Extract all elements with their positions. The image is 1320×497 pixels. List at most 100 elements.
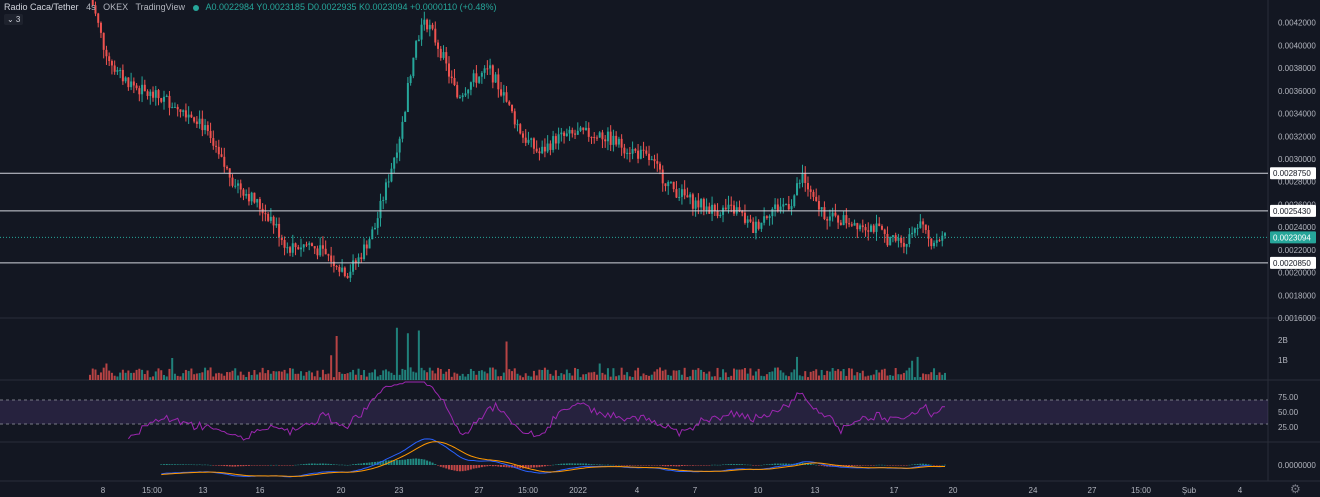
macd-histogram-bar <box>741 464 744 465</box>
candle <box>897 237 900 241</box>
macd-histogram-bar <box>872 465 875 466</box>
candle <box>127 77 130 88</box>
candle <box>927 230 930 239</box>
volume-bar <box>305 372 308 380</box>
macd-histogram-bar <box>502 465 505 468</box>
gear-icon[interactable]: ⚙ <box>1290 482 1301 496</box>
macd-line <box>161 438 946 478</box>
time-axis-label: 20 <box>949 486 958 495</box>
candle <box>300 247 303 250</box>
volume-bar <box>195 373 198 380</box>
volume-bar <box>352 369 355 380</box>
time-axis-label: 27 <box>1088 486 1097 495</box>
time-axis-label: 20 <box>337 486 346 495</box>
candle <box>576 130 579 135</box>
macd-histogram-bar <box>763 464 766 466</box>
candle <box>223 156 226 167</box>
volume-bar <box>889 375 892 380</box>
volume-bar <box>253 370 256 380</box>
candle <box>626 152 629 154</box>
volume-bar <box>820 369 823 380</box>
price-tick-label: 0.0022000 <box>1278 246 1316 255</box>
volume-bar <box>689 376 692 380</box>
volume-bar <box>637 367 640 380</box>
volume-bar <box>426 372 429 380</box>
volume-bar <box>672 370 675 380</box>
volume-bar <box>321 369 324 380</box>
volume-bar <box>431 370 434 380</box>
interval-label[interactable]: 4s <box>86 2 96 12</box>
volume-bar <box>242 374 245 380</box>
volume-bar <box>168 368 171 380</box>
candle <box>508 101 511 105</box>
candle <box>809 189 812 192</box>
candle <box>245 194 248 196</box>
candle <box>694 200 697 209</box>
candle <box>346 276 349 278</box>
macd-histogram-bar <box>680 465 683 467</box>
volume-bar <box>110 372 113 380</box>
volume-bar <box>401 368 404 380</box>
candle <box>505 92 508 102</box>
macd-histogram-bar <box>256 465 259 466</box>
macd-histogram-bar <box>168 464 171 465</box>
volume-bar <box>938 372 941 380</box>
volume-bar <box>922 373 925 380</box>
volume-bar <box>330 355 333 380</box>
candle <box>922 221 925 225</box>
candle <box>286 247 289 249</box>
candle <box>891 235 894 237</box>
candle <box>395 152 398 158</box>
symbol-name[interactable]: Radio Caca/Tether <box>4 2 79 12</box>
macd-histogram-bar <box>480 465 483 468</box>
macd-histogram-bar <box>911 464 914 466</box>
candle <box>217 146 220 155</box>
candle <box>179 109 182 112</box>
candle <box>368 239 371 249</box>
volume-bar <box>442 373 445 380</box>
macd-histogram-bar <box>667 465 670 467</box>
macd-histogram-bar <box>648 465 651 466</box>
candle <box>738 207 741 212</box>
candle <box>702 198 705 210</box>
macd-histogram-bar <box>727 464 730 465</box>
candle <box>848 223 851 225</box>
volume-bar <box>798 375 801 380</box>
candle <box>883 229 886 234</box>
volume-bar <box>434 373 437 380</box>
volume-bar <box>878 372 881 380</box>
macd-histogram-bar <box>765 464 768 465</box>
macd-histogram-bar <box>776 463 779 465</box>
volume-bar <box>283 369 286 380</box>
macd-histogram-bar <box>245 465 248 466</box>
volume-bar <box>856 372 859 380</box>
candle <box>724 207 727 210</box>
candle <box>595 137 598 139</box>
macd-histogram-bar <box>226 465 229 467</box>
volume-bar <box>546 369 549 380</box>
candle <box>598 132 601 138</box>
macd-histogram-bar <box>321 463 324 465</box>
macd-histogram-bar <box>812 464 815 465</box>
volume-bar <box>933 368 936 380</box>
volume-bar <box>697 368 700 380</box>
volume-bar <box>478 370 481 380</box>
volume-bar <box>574 367 577 380</box>
candle <box>511 104 514 112</box>
macd-histogram-bar <box>204 464 207 466</box>
candle <box>763 216 766 223</box>
macd-histogram-bar <box>834 465 837 467</box>
macd-histogram-bar <box>423 459 426 465</box>
candle <box>234 185 237 187</box>
candle <box>648 153 651 161</box>
candle <box>675 189 678 198</box>
candle <box>527 139 530 143</box>
candle <box>209 131 212 139</box>
macd-histogram-bar <box>595 464 598 465</box>
volume-bar <box>135 369 138 380</box>
candle <box>445 52 448 64</box>
indicators-toggle[interactable]: ⌄ 3 <box>4 14 24 25</box>
candle <box>579 127 582 131</box>
macd-histogram-bar <box>338 464 341 466</box>
